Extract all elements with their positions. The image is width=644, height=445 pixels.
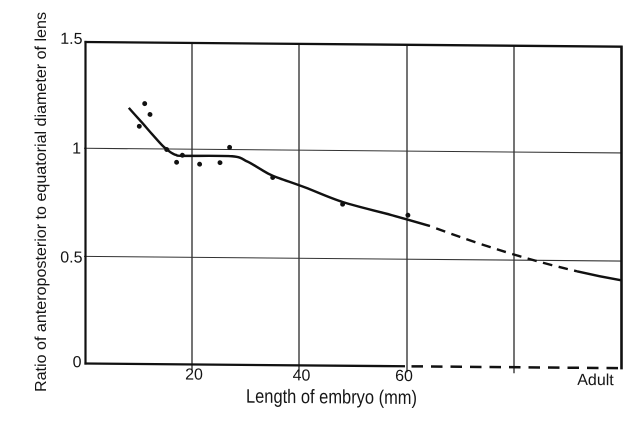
svg-text:20: 20 [185,366,203,383]
svg-text:1: 1 [72,140,81,157]
svg-text:Length of embryo (mm): Length of embryo (mm) [246,386,417,409]
svg-text:Ratio of anteroposterior to eq: Ratio of anteroposterior to equatorial d… [33,12,50,392]
svg-text:60: 60 [395,368,413,385]
svg-text:Adult: Adult [577,372,614,389]
svg-text:0.5: 0.5 [60,249,82,266]
svg-text:0: 0 [73,354,82,371]
svg-text:1.5: 1.5 [60,31,82,48]
svg-text:40: 40 [293,367,311,384]
